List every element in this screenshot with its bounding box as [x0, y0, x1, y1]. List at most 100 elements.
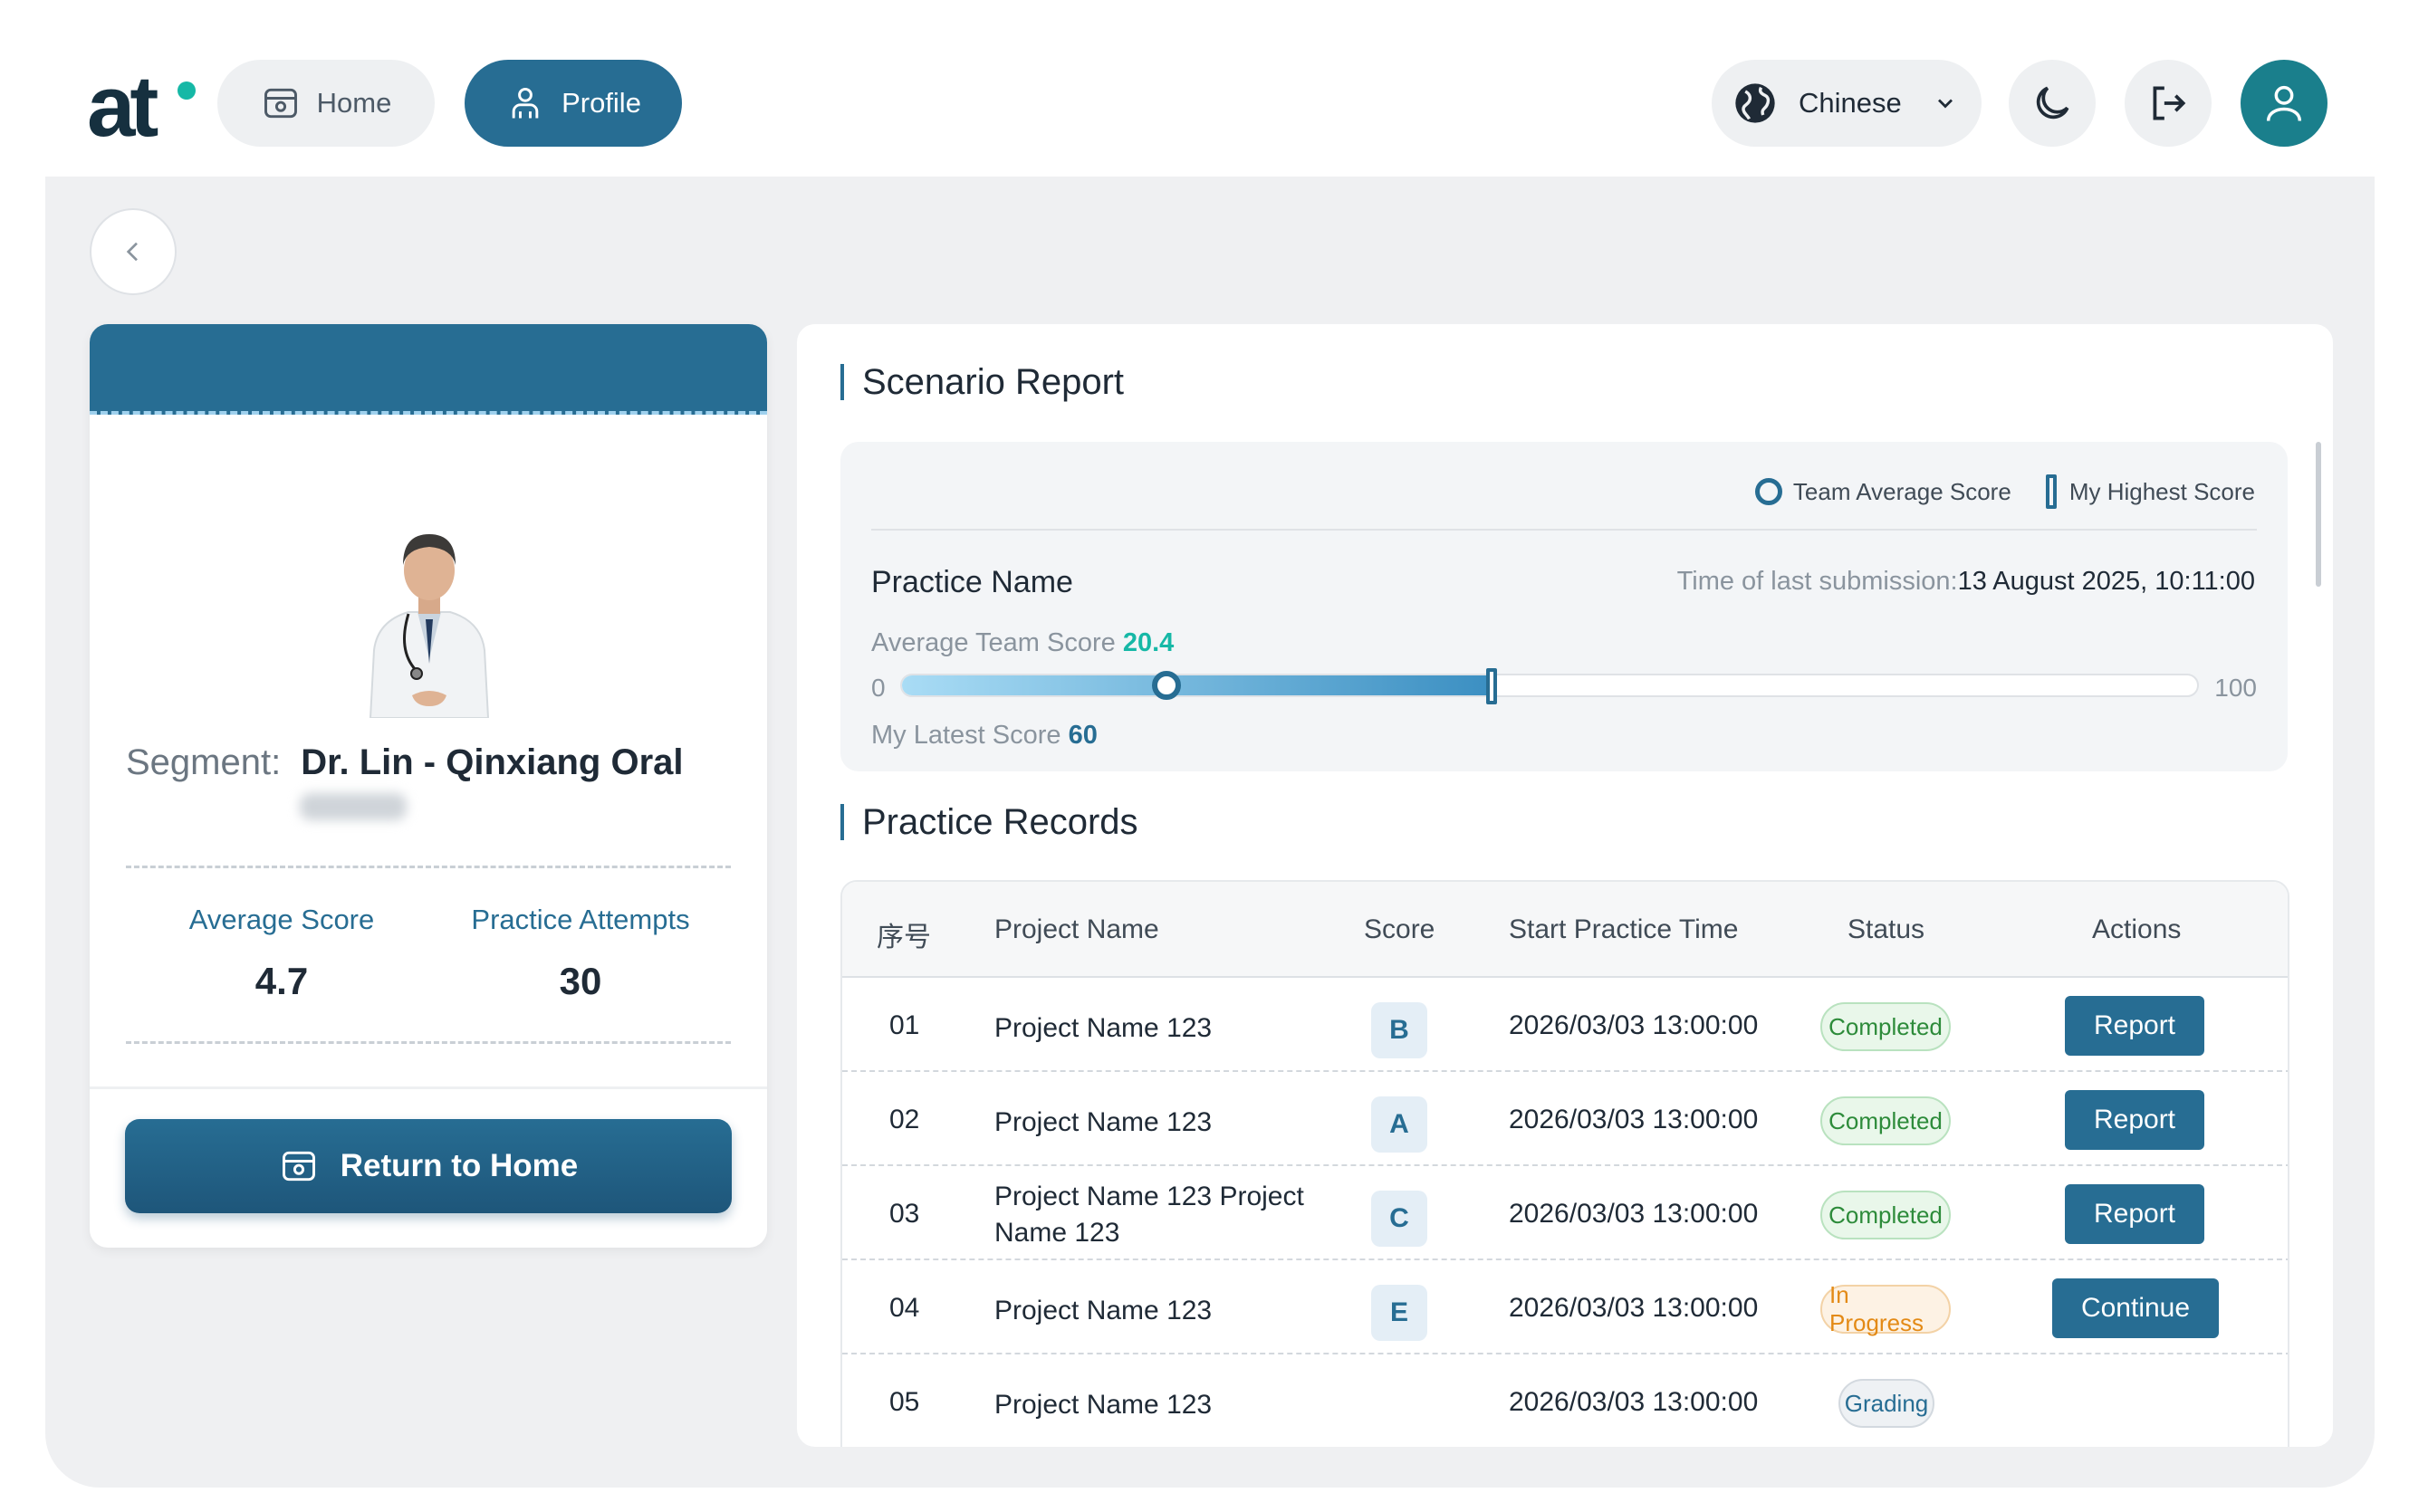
- home-icon: [264, 88, 297, 119]
- doctor-avatar: [369, 534, 490, 718]
- return-home-label: Return to Home: [340, 1148, 579, 1183]
- report-button[interactable]: Report: [2065, 996, 2204, 1056]
- report-button[interactable]: Report: [2065, 1090, 2204, 1150]
- blurred-subtitle: [300, 793, 407, 820]
- score-legend: Team Average Score My Highest Score: [1754, 474, 2255, 509]
- average-team-score-value: 20.4: [1122, 628, 1175, 657]
- nav-home-button[interactable]: Home: [217, 60, 435, 147]
- row-project-name: Project Name 123: [994, 1107, 1213, 1137]
- chevron-down-icon: [1937, 99, 1953, 109]
- row-project-name: Project Name 123: [994, 1390, 1213, 1420]
- home-icon: [282, 1151, 315, 1182]
- profile-icon: [512, 87, 539, 119]
- profile-card-banner: [90, 324, 767, 415]
- my-latest-score-value: 60: [1068, 721, 1098, 750]
- practice-name: Practice Name: [871, 565, 1073, 599]
- row-index: 04: [889, 1293, 920, 1323]
- my-highest-legend-icon: [2045, 474, 2057, 509]
- column-header-actions: Actions: [2092, 914, 2182, 944]
- report-button[interactable]: Report: [2065, 1184, 2204, 1244]
- divider: [90, 1086, 767, 1089]
- row-status-badge: Completed: [1820, 1096, 1951, 1145]
- score-summary-box: Team Average Score My Highest Score Prac…: [840, 442, 2288, 771]
- row-index: 05: [889, 1387, 920, 1417]
- team-average-legend-icon: [1754, 478, 1782, 505]
- user-avatar-button[interactable]: [2241, 60, 2327, 147]
- team-average-marker: [1151, 671, 1181, 700]
- last-submission-value: 13 August 2025, 10:11:00: [1957, 567, 2255, 596]
- top-header: at Home Profile Chinese: [0, 0, 2409, 177]
- row-grade-badge: A: [1371, 1096, 1427, 1153]
- segment-value: Dr. Lin - Qinxiang Oral: [301, 742, 684, 782]
- logout-icon: [2153, 86, 2186, 120]
- column-header-index: 序号: [877, 923, 931, 952]
- average-team-score: Average Team Score 20.4: [871, 628, 1174, 658]
- table-row: 04 Project Name 123 E 2026/03/03 13:00:0…: [842, 1260, 2288, 1354]
- nav-profile-label: Profile: [561, 87, 641, 119]
- my-highest-marker: [1485, 668, 1497, 704]
- row-status-badge: Completed: [1820, 1191, 1951, 1239]
- logout-button[interactable]: [2125, 60, 2212, 147]
- nav-profile-button[interactable]: Profile: [465, 60, 682, 147]
- average-team-score-label: Average Team Score: [871, 628, 1116, 657]
- score-track: [900, 668, 2199, 704]
- scenario-report-title: Scenario Report: [840, 364, 1124, 400]
- column-header-status: Status: [1848, 914, 1925, 944]
- report-scrollbar[interactable]: [2316, 442, 2321, 587]
- table-row: 02 Project Name 123 A 2026/03/03 13:00:0…: [842, 1072, 2288, 1166]
- practice-attempts-label: Practice Attempts: [471, 904, 690, 935]
- row-start-time: 2026/03/03 13:00:00: [1509, 1293, 1759, 1323]
- row-project-name: Project Name 123: [994, 1296, 1213, 1325]
- language-label: Chinese: [1799, 87, 1902, 119]
- my-highest-legend-label: My Highest Score: [2068, 477, 2255, 505]
- practice-records-table: 序号 Project Name Score Start Practice Tim…: [840, 880, 2289, 1447]
- row-status-badge: In Progress: [1820, 1281, 1951, 1336]
- scale-min-label: 0: [871, 674, 886, 702]
- row-project-name: Project Name 123: [994, 1013, 1213, 1043]
- row-start-time: 2026/03/03 13:00:00: [1509, 1105, 1759, 1134]
- score-fill: [902, 675, 1492, 695]
- row-start-time: 2026/03/03 13:00:00: [1509, 1010, 1759, 1040]
- row-status-badge: Completed: [1820, 1002, 1951, 1051]
- segment-label: Segment:: [126, 742, 282, 782]
- last-submission-label: Time of last submission:: [1676, 567, 1958, 596]
- return-home-button[interactable]: Return to Home: [125, 1119, 732, 1213]
- last-submission: Time of last submission:13 August 2025, …: [1677, 567, 2255, 597]
- language-selector[interactable]: Chinese: [1712, 60, 1982, 147]
- row-index: 02: [889, 1105, 920, 1134]
- row-start-time: 2026/03/03 13:00:00: [1509, 1387, 1759, 1417]
- average-score-label: Average Score: [188, 904, 375, 935]
- table-row: 03 Project Name 123 Project Name 123 C 2…: [842, 1166, 2288, 1260]
- my-latest-score: My Latest Score 60: [871, 721, 1098, 751]
- globe-icon: [1735, 83, 1775, 123]
- table-header: 序号 Project Name Score Start Practice Tim…: [842, 882, 2288, 978]
- theme-toggle-button[interactable]: [2009, 60, 2096, 147]
- row-index: 01: [889, 1010, 920, 1040]
- row-index: 03: [889, 1199, 920, 1229]
- divider: [871, 529, 2257, 531]
- column-header-start-time: Start Practice Time: [1509, 914, 1739, 944]
- team-average-legend-label: Team Average Score: [1792, 477, 2011, 505]
- practice-attempts-value: 30: [559, 960, 602, 1002]
- average-score-stat: Average Score 4.7: [146, 904, 417, 1003]
- divider: [126, 866, 731, 868]
- report-panel: Scenario Report Team Average Score My Hi…: [797, 324, 2333, 1447]
- row-project-name: Project Name 123 Project Name 123: [994, 1182, 1304, 1248]
- app-logo[interactable]: at: [87, 63, 196, 150]
- table-row: 05 Project Name 123 2026/03/03 13:00:00 …: [842, 1354, 2288, 1447]
- column-header-score: Score: [1364, 914, 1435, 944]
- chevron-left-icon: [126, 242, 138, 262]
- scale-max-label: 100: [2214, 674, 2257, 702]
- practice-records-title: Practice Records: [840, 804, 1138, 840]
- user-icon: [2266, 85, 2302, 121]
- back-button[interactable]: [90, 208, 177, 295]
- continue-button[interactable]: Continue: [2052, 1278, 2219, 1338]
- practice-attempts-stat: Practice Attempts 30: [445, 904, 716, 1003]
- average-score-value: 4.7: [254, 960, 309, 1002]
- row-start-time: 2026/03/03 13:00:00: [1509, 1199, 1759, 1229]
- nav-home-label: Home: [316, 87, 392, 119]
- moon-icon: [2036, 86, 2069, 120]
- column-header-project-name: Project Name: [994, 914, 1159, 944]
- segment-row: Segment: Dr. Lin - Qinxiang Oral: [126, 742, 684, 783]
- my-latest-score-label: My Latest Score: [871, 721, 1061, 750]
